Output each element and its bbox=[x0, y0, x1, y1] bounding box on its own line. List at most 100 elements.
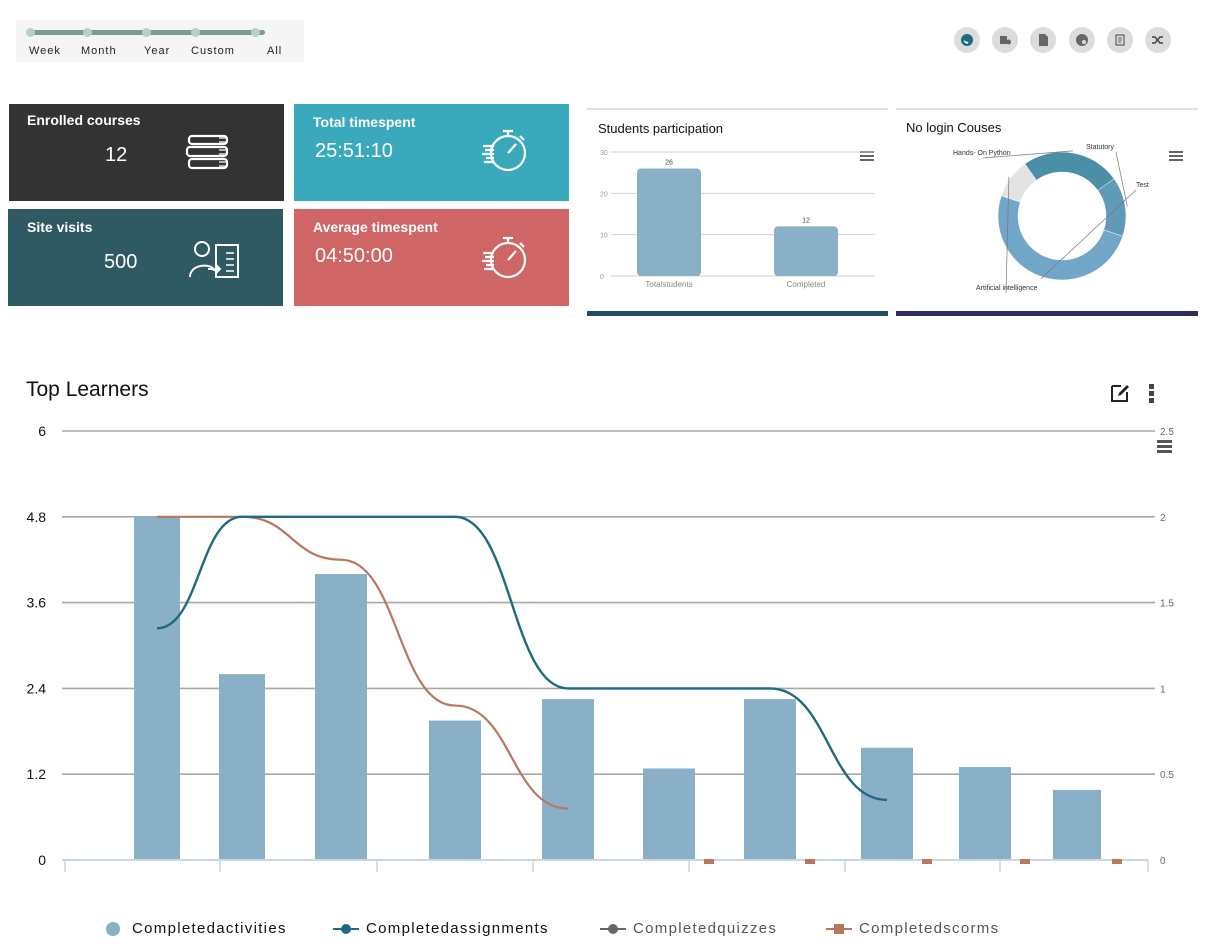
slice-label: Statutory bbox=[1086, 144, 1115, 151]
chart-menu-icon[interactable] bbox=[1169, 151, 1183, 163]
chart-menu-icon[interactable] bbox=[1157, 440, 1172, 453]
data-label: 26 bbox=[665, 160, 673, 167]
period-option-year[interactable]: Year bbox=[144, 45, 171, 57]
legend-item-completedassignments[interactable]: Completedassignments bbox=[333, 920, 549, 937]
y-left-tick-label: 6 bbox=[38, 423, 46, 439]
scorm-zero-marker bbox=[1112, 859, 1122, 864]
edit-icon[interactable] bbox=[1109, 382, 1131, 404]
slice-label: Artificial intelligence bbox=[976, 285, 1038, 292]
average-timespent-title: Average timespent bbox=[313, 219, 438, 235]
label-connector bbox=[1005, 176, 1010, 294]
slice-label: Test bbox=[1136, 182, 1149, 189]
top-learners-chart: 0 1.2 2.4 3.6 4.8 6 0 0.5 1 1.5 2 2.5 bbox=[27, 423, 1174, 872]
donut-slice bbox=[1024, 151, 1115, 191]
y-right-tick-label: 2.5 bbox=[1160, 427, 1174, 438]
y-right-tick-label: 1.5 bbox=[1160, 599, 1174, 610]
speed-icon[interactable] bbox=[1069, 27, 1095, 53]
report-icon[interactable] bbox=[1030, 27, 1056, 53]
activity-bar bbox=[542, 699, 594, 860]
participation-bar bbox=[637, 168, 701, 276]
books-icon bbox=[185, 134, 229, 170]
enrolled-courses-title: Enrolled courses bbox=[27, 112, 141, 128]
shuffle-icon[interactable] bbox=[1145, 27, 1171, 53]
legend-marker-line bbox=[333, 923, 359, 934]
activity-bar bbox=[744, 699, 796, 860]
period-option-all[interactable]: All bbox=[267, 45, 283, 57]
legend-marker-circle bbox=[106, 921, 120, 936]
label-connector bbox=[982, 150, 1073, 159]
activity-bar bbox=[1053, 789, 1101, 860]
average-timespent-card[interactable]: Average timespent 04:50:00 bbox=[294, 209, 569, 306]
y-left-tick-label: 0 bbox=[38, 852, 46, 868]
period-option-month[interactable]: Month bbox=[81, 45, 117, 57]
period-dot-year[interactable] bbox=[142, 28, 151, 37]
activity-bar bbox=[861, 747, 913, 860]
period-option-custom[interactable]: Custom bbox=[191, 45, 235, 57]
y-tick-label: 20 bbox=[600, 191, 608, 198]
user-settings-icon[interactable] bbox=[992, 27, 1018, 53]
label-connector bbox=[1040, 189, 1137, 279]
legend-item-completedquizzes[interactable]: Completedquizzes bbox=[600, 920, 777, 937]
scorm-zero-marker bbox=[922, 859, 932, 864]
more-options-icon[interactable] bbox=[1149, 384, 1154, 403]
legend-marker-line bbox=[600, 923, 626, 934]
total-timespent-title: Total timespent bbox=[313, 114, 416, 130]
site-visits-value: 500 bbox=[104, 251, 138, 273]
period-dot-custom[interactable] bbox=[191, 28, 200, 37]
stopwatch-icon bbox=[482, 236, 527, 279]
students-participation-title: Students participation bbox=[598, 121, 724, 136]
legend-item-completedactivities[interactable]: Completedactivities bbox=[105, 920, 287, 937]
activity-bar bbox=[315, 574, 367, 860]
legend-marker-line bbox=[826, 923, 852, 934]
donut-slice bbox=[1000, 163, 1037, 203]
students-participation-panel: Students participation 0 10 20 30 26 Totalstu… bbox=[587, 108, 888, 316]
donut-slice bbox=[1097, 178, 1127, 237]
activity-bar bbox=[429, 720, 481, 860]
y-right-tick-label: 2 bbox=[1160, 513, 1166, 524]
total-timespent-card[interactable]: Total timespent 25:51:10 bbox=[294, 104, 569, 201]
no-login-courses-chart: Hands- On Python Statutory Test Artificial … bbox=[953, 144, 1149, 294]
y-tick-label: 30 bbox=[600, 150, 608, 157]
period-option-week[interactable]: Week bbox=[29, 45, 61, 57]
y-tick-label: 10 bbox=[600, 233, 608, 240]
enrolled-courses-card[interactable]: Enrolled courses 12 bbox=[9, 104, 284, 201]
enrolled-courses-value: 12 bbox=[105, 144, 128, 166]
x-tick-label: Completed bbox=[787, 280, 826, 289]
y-left-tick-label: 3.6 bbox=[27, 595, 47, 611]
total-timespent-value: 25:51:10 bbox=[315, 140, 393, 162]
site-visits-card[interactable]: Site visits 500 bbox=[8, 209, 283, 306]
activity-bar bbox=[134, 516, 180, 860]
top-learners-title: Top Learners bbox=[26, 378, 149, 401]
period-dot-month[interactable] bbox=[83, 28, 92, 37]
label-connector bbox=[1115, 151, 1128, 207]
period-selector[interactable]: Week Month Year Custom All bbox=[16, 20, 304, 62]
completedassignments-line bbox=[156, 515, 888, 802]
no-login-courses-panel: No login Couses Hands- On Python Statutor… bbox=[896, 108, 1198, 316]
y-left-tick-label: 4.8 bbox=[27, 509, 47, 525]
scorm-zero-marker bbox=[1020, 859, 1030, 864]
notes-icon[interactable] bbox=[1107, 27, 1133, 53]
y-right-tick-label: 0 bbox=[1160, 856, 1166, 867]
participation-bar bbox=[774, 226, 838, 276]
no-login-courses-title: No login Couses bbox=[906, 120, 1002, 135]
dashboard-icon[interactable] bbox=[954, 27, 980, 53]
completedscorms-line bbox=[157, 515, 569, 810]
user-list-icon bbox=[189, 241, 239, 278]
y-left-tick-label: 2.4 bbox=[27, 680, 47, 696]
students-participation-chart: 0 10 20 30 26 Totalstudents 12 Completed bbox=[600, 150, 875, 289]
period-dot-week[interactable] bbox=[26, 28, 35, 37]
scorm-zero-marker bbox=[805, 859, 815, 864]
y-left-tick-label: 1.2 bbox=[27, 766, 47, 782]
y-right-tick-label: 1 bbox=[1160, 684, 1166, 695]
slice-label: Hands- On Python bbox=[953, 150, 1011, 157]
donut-slice bbox=[997, 195, 1124, 281]
activity-bar bbox=[643, 768, 695, 860]
y-tick-label: 0 bbox=[600, 274, 604, 281]
stopwatch-icon bbox=[482, 129, 527, 172]
data-label: 12 bbox=[802, 217, 810, 224]
period-dot-all[interactable] bbox=[251, 28, 260, 37]
activity-bar bbox=[219, 674, 265, 860]
activity-bar bbox=[959, 767, 1011, 860]
x-tick-label: Totalstudents bbox=[645, 280, 692, 289]
legend-item-completedscorms[interactable]: Completedscorms bbox=[826, 920, 999, 937]
